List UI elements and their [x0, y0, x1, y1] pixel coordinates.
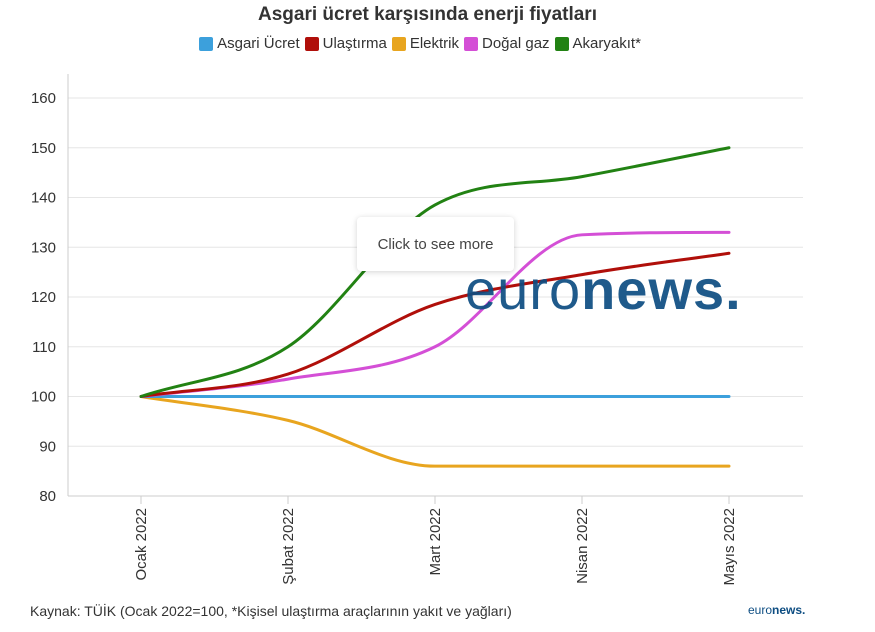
series-line-akaryakıt[interactable]: [139, 146, 731, 398]
x-tick-labels: Ocak 2022 Şubat 2022 Mart 2022 Nisan 2022 Ma…: [133, 496, 738, 586]
euronews-logo: euronews.: [748, 603, 806, 617]
legend-item[interactable]: Doğal gaz: [464, 35, 550, 52]
legend-label: Ulaştırma: [322, 35, 387, 52]
legend-swatch: [554, 36, 569, 51]
legend-label: Asgari Ücret: [217, 35, 300, 52]
x-tick-label: Mayıs 2022: [721, 508, 738, 586]
y-tick-labels: 80 90 100 110 120 130 140 150 160: [31, 90, 56, 505]
legend-item[interactable]: Asgari Ücret: [199, 35, 300, 52]
legend-item[interactable]: Akaryakıt*: [554, 35, 641, 52]
legend-label: Akaryakıt*: [572, 35, 641, 52]
series-line-elektrik[interactable]: [139, 395, 731, 468]
legend-swatch: [391, 36, 406, 51]
y-tick-label: 80: [39, 488, 56, 505]
y-tick-label: 110: [32, 339, 56, 356]
legend-label: Elektrik: [409, 35, 459, 52]
legend-swatch: [199, 36, 214, 51]
euronews-watermark-logo: euronews.: [465, 258, 742, 321]
legend: Asgari Ücret Ulaştırma Elektrik Doğal gaz Ak…: [0, 35, 840, 52]
series-line-ulaştırma[interactable]: [139, 251, 731, 398]
legend-item[interactable]: Ulaştırma: [304, 35, 387, 52]
x-tick-label: Şubat 2022: [280, 508, 297, 585]
legend-swatch: [304, 36, 319, 51]
x-tick-label: Ocak 2022: [133, 508, 150, 581]
legend-item[interactable]: Elektrik: [391, 35, 459, 52]
source-note: Kaynak: TÜİK (Ocak 2022=100, *Kişisel ul…: [30, 603, 512, 619]
series-lines: [139, 146, 731, 468]
legend-label: Doğal gaz: [482, 35, 550, 52]
x-tick-label: Mart 2022: [427, 508, 444, 576]
click-to-see-more-tooltip[interactable]: Click to see more: [357, 217, 514, 271]
y-tick-label: 160: [31, 90, 56, 107]
legend-swatch: [464, 36, 478, 51]
y-tick-label: 130: [31, 239, 56, 256]
y-tick-label: 140: [31, 190, 56, 207]
y-tick-label: 150: [31, 140, 56, 157]
y-tick-label: 120: [31, 289, 56, 306]
y-tick-label: 100: [31, 389, 56, 406]
y-tick-label: 90: [39, 438, 56, 455]
chart-title: Asgari ücret karşısında enerji fiyatları: [258, 4, 597, 25]
x-tick-label: Nisan 2022: [574, 508, 591, 584]
